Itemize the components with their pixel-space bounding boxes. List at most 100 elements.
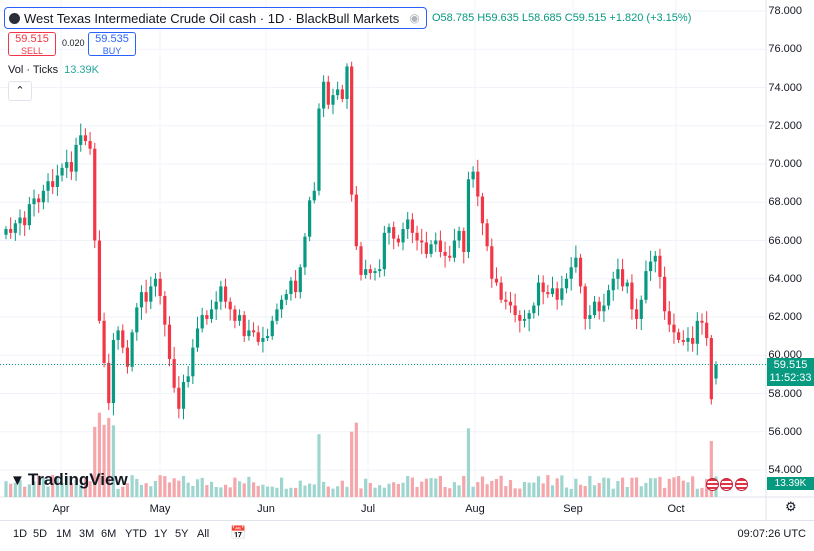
volume-bar [233,477,237,497]
us-flag-icon[interactable] [706,478,719,491]
candle-body [709,338,713,400]
volume-bar [620,477,625,497]
volume-bar [350,431,354,497]
candle-body [368,269,372,274]
candle-body [279,299,284,310]
last-price-tag: 59.515 11:52:33 [767,357,814,386]
timeframe-6m-button[interactable]: 6M [101,528,117,540]
volume-bar [546,475,550,497]
close-value: C59.515 [564,12,607,24]
volume-bar [27,484,31,497]
candle-body [443,251,447,256]
brand-name: TradingView [27,470,128,489]
timeframe-3m-button[interactable]: 3M [79,528,95,540]
candle-body [672,324,676,333]
last-price-value: 59.515 [773,358,808,371]
candle-body [83,135,88,142]
candle-body [382,232,386,270]
candle-body [700,320,704,323]
timeframe-1d-button[interactable]: 1D [13,528,28,540]
candle-body [663,276,667,312]
eye-icon[interactable]: ◉ [409,11,420,25]
candle-body [219,286,223,302]
candle-body [205,315,209,319]
candle-body [41,190,45,203]
candle-body [55,175,59,187]
candle-body [649,261,653,272]
volume-bar [471,486,475,497]
candle-body [602,305,606,312]
volume-bar [289,487,293,497]
candle-body [214,301,218,310]
volume-bar [242,483,246,497]
volume-bar [79,484,83,497]
candle-body [490,246,494,279]
candle-body [518,315,522,321]
volume-bar [4,481,8,497]
symbol-header[interactable]: West Texas Intermediate Crude Oil cash ·… [4,7,427,29]
candle-body [653,255,657,262]
candle-body [578,257,583,287]
candle-body [396,238,400,243]
volume-bar [340,480,344,497]
timeframe-5y-button[interactable]: 5Y [175,528,189,540]
timeframe-5d-button[interactable]: 5D [33,528,48,540]
sell-label: SELL [20,46,44,56]
candle-body [51,181,55,187]
timeframe-1m-button[interactable]: 1M [56,528,72,540]
economic-events[interactable] [706,478,748,496]
volume-bar [564,487,569,497]
candle-body [630,282,634,310]
utc-clock[interactable]: 09:07:26 UTC [737,528,806,540]
candle-body [200,315,204,329]
volume-bar [653,478,657,497]
us-flag-icon[interactable] [720,478,734,491]
candle-body [695,320,699,344]
price-tick-label: 66.000 [768,234,802,247]
volume-bar [167,482,172,497]
gear-icon[interactable]: ⚙ [785,499,797,514]
candle-body [560,288,564,300]
candle-body [4,229,8,235]
volume-bar [13,482,17,497]
candle-body [569,267,573,279]
volume-bar [466,428,471,497]
volume-bar [345,486,349,497]
candle-body [448,255,452,258]
volume-bar [172,478,176,497]
us-flag-icon[interactable] [734,478,748,491]
volume-bar [452,482,457,497]
volume-bar [382,487,386,497]
spread-value: 0.020 [62,38,85,48]
candle-body [107,362,111,404]
candle-body [242,315,246,337]
buy-button[interactable]: 59.535 BUY [88,32,136,56]
calendar-icon[interactable]: 📅 [230,525,247,540]
volume-bar [569,488,573,497]
candle-body [359,246,363,275]
price-tick-label: 72.000 [768,119,802,132]
volume-bar [177,480,181,497]
volume-bar [639,486,643,497]
candle-body [247,330,251,337]
timeframe-1y-button[interactable]: 1Y [154,528,168,540]
candle-body [424,242,428,254]
tradingview-logo[interactable]: ▼ TradingView [10,470,128,490]
chevron-up-icon[interactable]: ⌃ [8,81,32,101]
volume-bar [550,485,555,497]
sell-button[interactable]: 59.515 SELL [8,32,56,56]
timeframe-all-button[interactable]: All [197,528,210,540]
candle-body [606,290,611,306]
candle-body [23,217,27,226]
candle-body [466,179,471,252]
volume-bar [592,485,597,497]
price-tick-label: 78.000 [768,5,802,17]
volume-bar [181,475,186,497]
candle-body [312,190,316,201]
candle-body [149,286,153,302]
volume-bar [700,487,704,497]
timeframe-ytd-button[interactable]: YTD [125,528,147,540]
time-tick-label: Aug [465,503,485,515]
volume-bar [121,486,125,497]
